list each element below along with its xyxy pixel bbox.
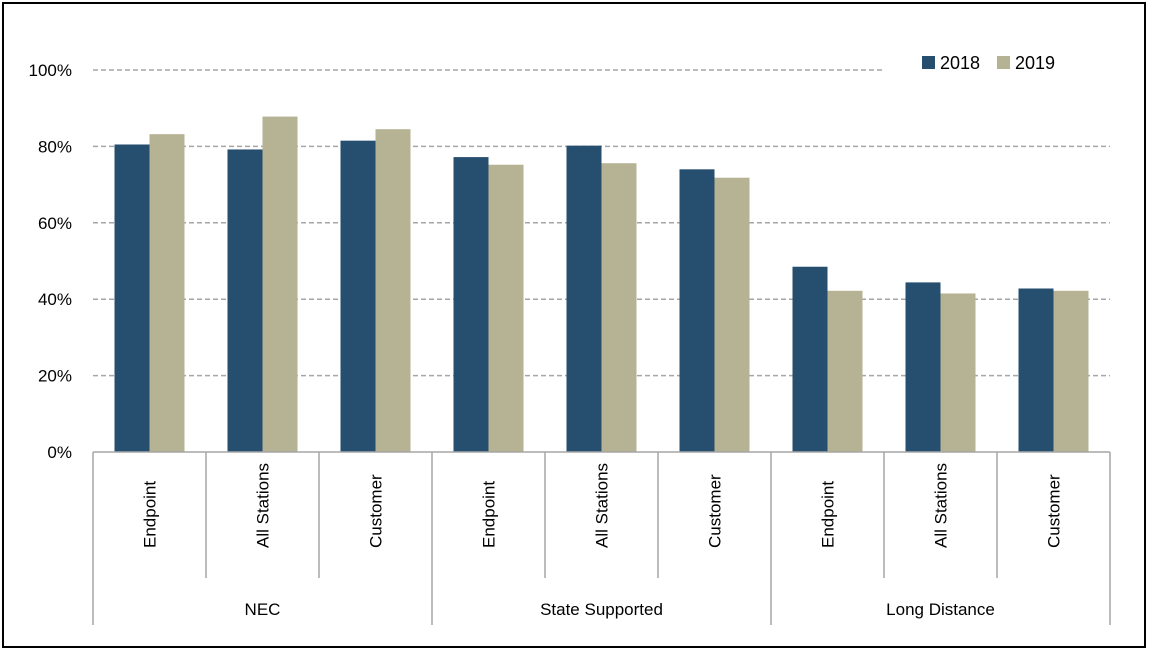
category-label: All Stations <box>932 463 951 548</box>
group-label: NEC <box>245 600 281 619</box>
legend-swatch-2018 <box>922 56 935 69</box>
category-label: Endpoint <box>141 481 160 548</box>
bar-2019-4 <box>601 163 637 452</box>
legend: 2018 2019 <box>922 53 1055 73</box>
y-axis: 0% 20% 40% 60% 80% 100% <box>29 61 72 462</box>
y-tick-label: 80% <box>38 137 72 156</box>
category-label: Customer <box>1045 474 1064 548</box>
legend-label-2018: 2018 <box>940 53 980 73</box>
y-tick-label: 20% <box>38 367 72 386</box>
group-label: State Supported <box>540 600 663 619</box>
bar-2018-5 <box>679 169 715 452</box>
bar-2018-1 <box>227 149 263 452</box>
bars <box>114 116 1089 453</box>
legend-label-2019: 2019 <box>1015 53 1055 73</box>
bar-2018-3 <box>453 157 489 452</box>
y-tick-label: 100% <box>29 61 72 80</box>
category-label: Endpoint <box>819 481 838 548</box>
legend-swatch-2019 <box>997 56 1010 69</box>
bar-2019-6 <box>827 290 863 452</box>
y-tick-label: 0% <box>47 443 72 462</box>
bar-2019-0 <box>149 134 185 452</box>
bar-2018-7 <box>905 282 941 452</box>
category-label: All Stations <box>254 463 273 548</box>
bar-2018-6 <box>792 266 828 452</box>
bar-2019-1 <box>262 116 298 452</box>
bar-2018-8 <box>1018 288 1054 452</box>
category-label: Endpoint <box>480 481 499 548</box>
bar-2019-8 <box>1053 290 1089 452</box>
group-label: Long Distance <box>886 600 995 619</box>
bar-2018-4 <box>566 145 602 453</box>
bar-2018-0 <box>114 144 150 453</box>
bar-2019-7 <box>940 293 976 452</box>
x-axis: Endpoint All Stations Customer NEC Endpoint A… <box>92 451 1111 625</box>
bar-2019-2 <box>375 129 411 452</box>
y-tick-label: 40% <box>38 290 72 309</box>
bar-2019-5 <box>714 177 750 452</box>
category-label: All Stations <box>593 463 612 548</box>
category-label: Customer <box>706 474 725 548</box>
category-label: Customer <box>367 474 386 548</box>
y-tick-label: 60% <box>38 214 72 233</box>
bar-2019-3 <box>488 164 524 452</box>
bar-2018-2 <box>340 140 376 453</box>
